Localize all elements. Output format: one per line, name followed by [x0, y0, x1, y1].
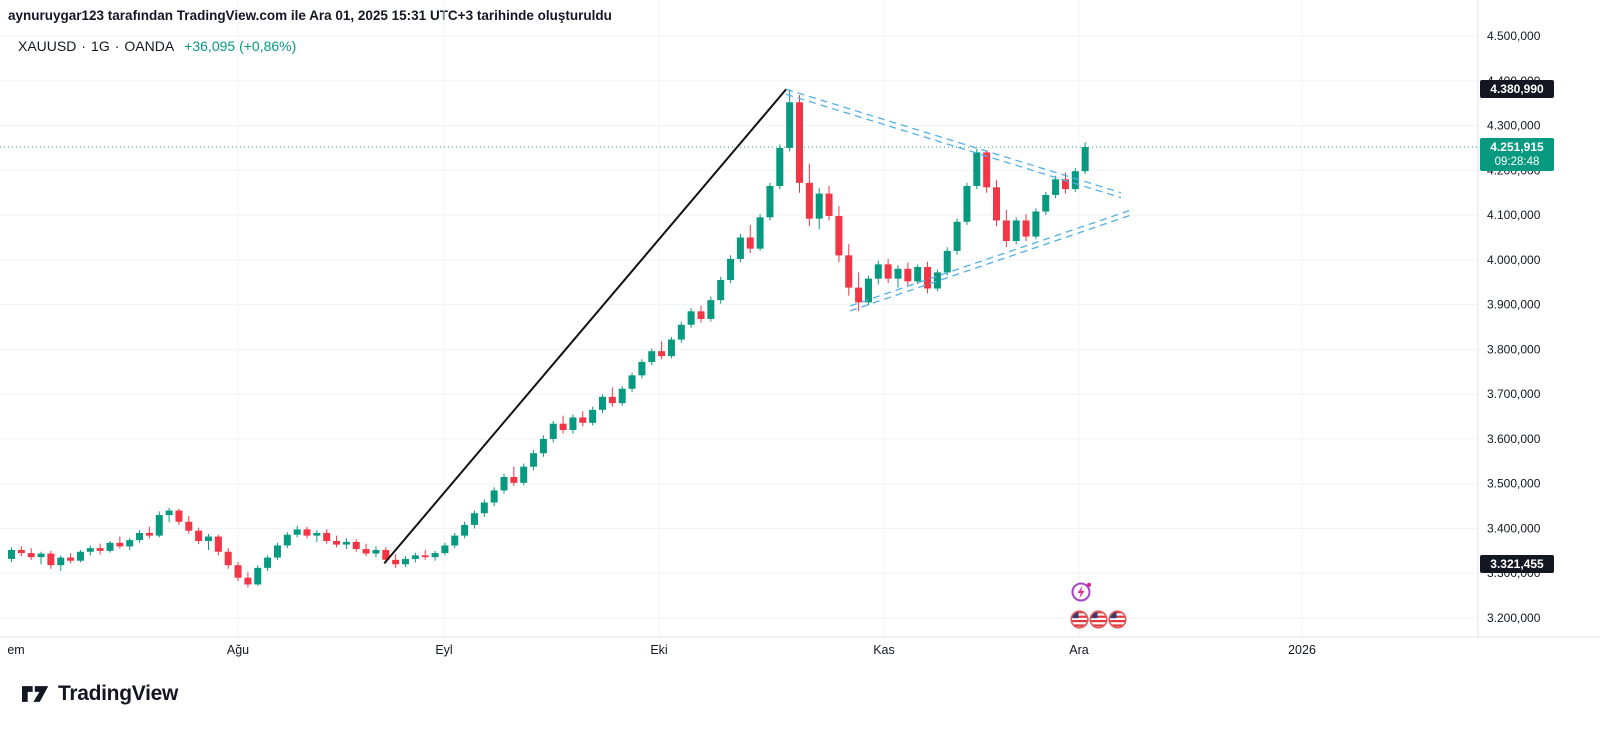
us-flag-emoji-sticker[interactable] [1088, 609, 1110, 631]
low-price-badge: 3.321,455 [1480, 554, 1554, 573]
low-price-label: 3.321,455 [1490, 556, 1544, 571]
brand-name: TradingView [58, 682, 179, 705]
axis-separators [0, 0, 1600, 638]
time-axis-label: Kas [873, 643, 895, 657]
us-flag-icon [1089, 610, 1108, 629]
price-change-label: +36,095 (+0,86%) [184, 38, 297, 54]
legend-separator: · [81, 38, 87, 54]
candlestick-chart[interactable]: 4.500,0004.400,0004.300,0004.200,0004.10… [0, 0, 1600, 663]
price-axis-label: 4.500,000 [1487, 29, 1541, 43]
lightning-emoji-sticker[interactable] [1070, 581, 1092, 603]
high-price-badge: 4.380,990 [1480, 80, 1554, 99]
symbol-name[interactable]: XAUUSD [18, 38, 77, 54]
time-axis-label: 2026 [1288, 643, 1316, 657]
price-axis-label: 3.400,000 [1487, 521, 1541, 535]
attribution-text: aynuruygar123 tarafından TradingView.com… [8, 8, 612, 23]
time-axis-label: Eyl [435, 643, 452, 657]
time-axis[interactable]: em Ağu Eyl Eki Kas Ara 2026 [7, 643, 1316, 657]
price-axis-label: 4.100,000 [1487, 208, 1541, 222]
bar-countdown-label: 09:28:48 [1494, 156, 1540, 169]
price-axis-label: 3.700,000 [1487, 387, 1541, 401]
price-axis-label: 3.600,000 [1487, 432, 1541, 446]
time-axis-label: Ağu [227, 643, 249, 657]
price-axis-label: 4.300,000 [1487, 119, 1541, 133]
last-price-label: 4.251,915 [1490, 140, 1544, 155]
us-flag-icon [1070, 610, 1089, 629]
tradingview-logo-icon [22, 686, 49, 702]
time-axis-label: em [7, 643, 24, 657]
price-axis-label: 3.200,000 [1487, 611, 1541, 625]
last-price-badge: 4.251,915 09:28:48 [1480, 138, 1554, 172]
grid-lines [0, 0, 1478, 637]
price-axis-label: 3.900,000 [1487, 298, 1541, 312]
legend-separator: · [114, 38, 120, 54]
drawings[interactable] [383, 88, 1132, 565]
price-axis-label: 3.800,000 [1487, 342, 1541, 356]
time-axis-label: Eki [650, 643, 667, 657]
interval-label[interactable]: 1G [91, 38, 110, 54]
lightning-bolt-icon [1071, 582, 1091, 602]
price-axis-label: 4.000,000 [1487, 253, 1541, 267]
tradingview-brand[interactable]: TradingView [22, 682, 178, 706]
chart-legend[interactable]: XAUUSD · 1G · OANDA +36,095 (+0,86%) [18, 38, 296, 54]
high-price-label: 4.380,990 [1490, 82, 1544, 97]
price-axis-label: 3.500,000 [1487, 477, 1541, 491]
candles[interactable] [8, 89, 1089, 588]
time-axis-label: Ara [1069, 643, 1089, 657]
us-flag-icon [1108, 610, 1127, 629]
exchange-label[interactable]: OANDA [124, 38, 175, 54]
us-flag-emoji-sticker[interactable] [1069, 609, 1091, 631]
us-flag-emoji-sticker[interactable] [1107, 609, 1129, 631]
price-axis[interactable]: 4.500,0004.400,0004.300,0004.200,0004.10… [1487, 29, 1541, 625]
